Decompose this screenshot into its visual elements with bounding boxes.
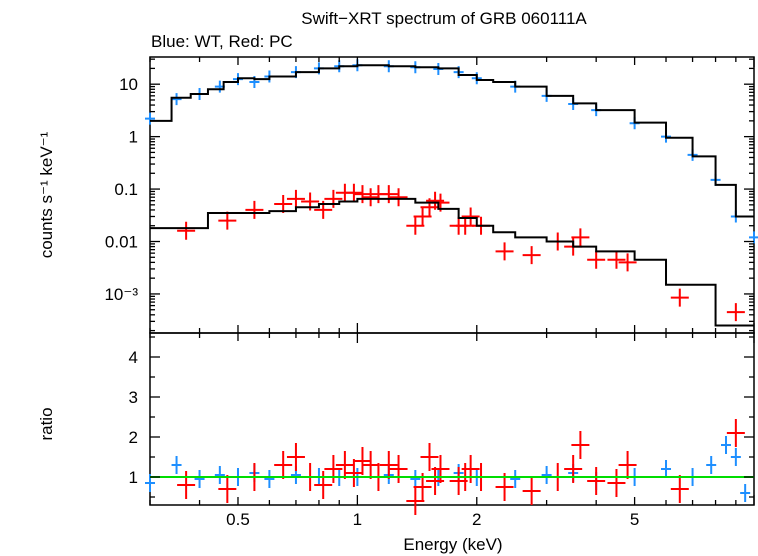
spectrum-data-point-2-28 — [571, 228, 590, 247]
ratio-data-point-1-13 — [379, 451, 398, 479]
spectrum-data-point-2-30 — [607, 250, 626, 269]
ratio-data-point-1-11 — [361, 451, 380, 479]
ratio-data-point-0-6 — [264, 470, 275, 488]
ratio-data-point-0-16 — [510, 470, 521, 488]
spectrum-data-point-2-29 — [587, 250, 606, 269]
spectrum-axes: 10 1 0.1 0.01 10⁻³ — [104, 57, 755, 333]
spectrum-marks — [145, 59, 758, 327]
ratio-data-point-0-21 — [661, 460, 672, 478]
ratio-data-point-0-2 — [194, 470, 205, 488]
ratio-data-point-1-19 — [431, 455, 450, 483]
spectrum-data-point-2-11 — [361, 188, 380, 207]
ratio-data-point-0-1 — [171, 456, 182, 474]
spectrum-data-point-2-32 — [670, 288, 689, 307]
ratio-data-point-1-14 — [389, 455, 408, 483]
spectrum-y-tick-label: 10 — [119, 75, 138, 94]
spectrum-data-point-2-16 — [413, 207, 432, 226]
spectrum-data-point-2-22 — [461, 207, 480, 226]
chart-title: Swift−XRT spectrum of GRB 060111A — [301, 9, 587, 28]
ratio-data-point-1-10 — [353, 447, 372, 475]
ratio-y-axis-label: ratio — [37, 407, 56, 440]
ratio-y-tick-label: 3 — [129, 388, 138, 407]
ratio-data-point-0-17 — [541, 466, 552, 484]
spectrum-data-point-0-0 — [145, 112, 155, 125]
ratio-y-tick-label: 4 — [129, 348, 138, 367]
ratio-data-point-1-1 — [218, 475, 237, 503]
ratio-data-point-1-0 — [177, 471, 196, 499]
ratio-data-point-0-25 — [730, 448, 741, 466]
spectrum-plot-frame — [149, 56, 755, 334]
spectrum-y-tick-label: 10⁻³ — [104, 285, 138, 304]
ratio-data-point-0-24 — [721, 436, 732, 454]
spectrum-y-tick-label: 0.01 — [105, 233, 138, 252]
ratio-data-point-1-29 — [587, 467, 606, 495]
x-tick-label: 1 — [353, 510, 362, 529]
spectrum-data-point-2-15 — [406, 216, 425, 235]
ratio-data-point-1-6 — [314, 471, 333, 499]
spectrum-data-point-2-3 — [274, 194, 293, 213]
ratio-data-point-1-28 — [571, 431, 590, 459]
chart-subtitle: Blue: WT, Red: PC — [151, 32, 293, 51]
ratio-data-point-1-31 — [618, 451, 637, 479]
ratio-data-point-1-8 — [335, 451, 354, 479]
spectrum-y-tick-label: 1 — [129, 128, 138, 147]
spectrum-panel: 10 1 0.1 0.01 10⁻³ counts s⁻¹ keV⁻¹ — [37, 56, 758, 334]
ratio-data-point-1-33 — [726, 419, 745, 447]
spectrum-model-step-1 — [150, 64, 754, 218]
spectrum-y-axis-label: counts s⁻¹ keV⁻¹ — [37, 131, 56, 258]
ratio-marks — [145, 419, 754, 515]
spectrum-data-point-2-14 — [389, 188, 408, 207]
ratio-data-point-0-3 — [214, 466, 225, 484]
ratio-data-point-1-9 — [344, 459, 363, 487]
ratio-data-point-1-22 — [461, 455, 480, 483]
ratio-data-point-1-27 — [564, 455, 583, 483]
ratio-data-point-1-17 — [420, 443, 439, 471]
spectrum-data-point-2-9 — [344, 183, 363, 202]
ratio-data-point-1-7 — [324, 455, 343, 483]
ratio-axes: 0.5 1 2 5 1 2 3 4 — [129, 333, 755, 529]
spectrum-model-step-3 — [150, 197, 754, 327]
spectrum-data-point-2-31 — [618, 253, 637, 272]
spectrum-data-point-2-1 — [218, 211, 237, 230]
ratio-data-point-1-30 — [607, 469, 626, 497]
x-axis-label: Energy (keV) — [403, 535, 502, 554]
spectrum-data-point-0-1 — [171, 93, 182, 106]
x-tick-label: 2 — [472, 510, 481, 529]
ratio-data-point-1-25 — [522, 477, 541, 505]
spectrum-y-tick-label: 0.1 — [114, 180, 138, 199]
spectrum-data-point-2-4 — [286, 189, 305, 208]
ratio-data-point-1-32 — [670, 475, 689, 503]
ratio-panel: 0.5 1 2 5 1 2 3 4 ratio Energy (keV) — [37, 332, 755, 554]
x-tick-label: 0.5 — [226, 510, 250, 529]
ratio-y-tick-label: 2 — [129, 428, 138, 447]
ratio-plot-frame — [149, 332, 755, 506]
spectrum-data-point-2-21 — [456, 216, 475, 235]
ratio-data-point-1-15 — [406, 487, 425, 515]
spectrum-data-point-2-25 — [522, 246, 541, 265]
spectrum-data-point-2-24 — [495, 242, 514, 261]
spectrum-data-point-2-2 — [245, 200, 264, 219]
spectrum-data-point-2-0 — [177, 221, 196, 240]
ratio-data-point-1-4 — [286, 443, 305, 471]
spectrum-data-point-2-10 — [353, 185, 372, 204]
x-tick-label: 5 — [630, 510, 639, 529]
ratio-data-point-0-26 — [740, 484, 751, 502]
ratio-data-point-1-3 — [274, 451, 293, 479]
spectrum-data-point-2-13 — [379, 185, 398, 204]
ratio-data-point-0-23 — [706, 456, 717, 474]
ratio-data-point-0-12 — [410, 470, 421, 488]
ratio-y-tick-label: 1 — [129, 468, 138, 487]
spectrum-data-point-2-33 — [726, 303, 745, 322]
